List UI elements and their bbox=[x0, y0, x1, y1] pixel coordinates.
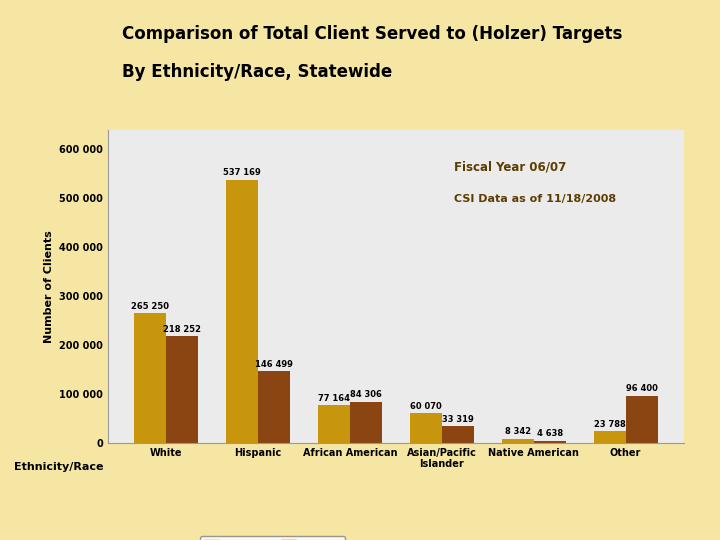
Bar bbox=[350, 402, 382, 443]
Bar bbox=[442, 427, 474, 443]
Text: 23 788: 23 788 bbox=[594, 420, 626, 429]
Bar bbox=[534, 441, 566, 443]
Bar bbox=[410, 414, 442, 443]
Text: 33 319: 33 319 bbox=[442, 415, 474, 424]
Text: CSI Data as of 11/18/2008: CSI Data as of 11/18/2008 bbox=[454, 193, 616, 204]
Text: 96 400: 96 400 bbox=[626, 384, 657, 393]
Text: 265 250: 265 250 bbox=[131, 301, 169, 310]
Bar bbox=[166, 336, 199, 443]
Bar bbox=[593, 431, 626, 443]
Text: By Ethnicity/Race, Statewide: By Ethnicity/Race, Statewide bbox=[122, 63, 392, 81]
Text: 60 070: 60 070 bbox=[410, 402, 442, 411]
Y-axis label: Number of Clients: Number of Clients bbox=[44, 230, 54, 342]
Bar bbox=[318, 405, 350, 443]
Text: 218 252: 218 252 bbox=[163, 325, 202, 334]
Bar bbox=[134, 313, 166, 443]
Text: 537 169: 537 169 bbox=[223, 168, 261, 178]
Bar bbox=[226, 180, 258, 443]
Text: 4 638: 4 638 bbox=[537, 429, 563, 438]
Text: 146 499: 146 499 bbox=[256, 360, 293, 369]
Legend: Target, Served: Target, Served bbox=[199, 536, 346, 540]
Bar bbox=[258, 371, 290, 443]
Text: Fiscal Year 06/07: Fiscal Year 06/07 bbox=[454, 161, 566, 174]
Text: Ethnicity/Race: Ethnicity/Race bbox=[14, 462, 104, 472]
Bar bbox=[626, 396, 658, 443]
Text: 84 306: 84 306 bbox=[350, 390, 382, 399]
Text: 8 342: 8 342 bbox=[505, 427, 531, 436]
Text: Comparison of Total Client Served to (Holzer) Targets: Comparison of Total Client Served to (Ho… bbox=[122, 25, 623, 43]
Bar bbox=[502, 438, 534, 443]
Text: 77 164: 77 164 bbox=[318, 394, 350, 403]
